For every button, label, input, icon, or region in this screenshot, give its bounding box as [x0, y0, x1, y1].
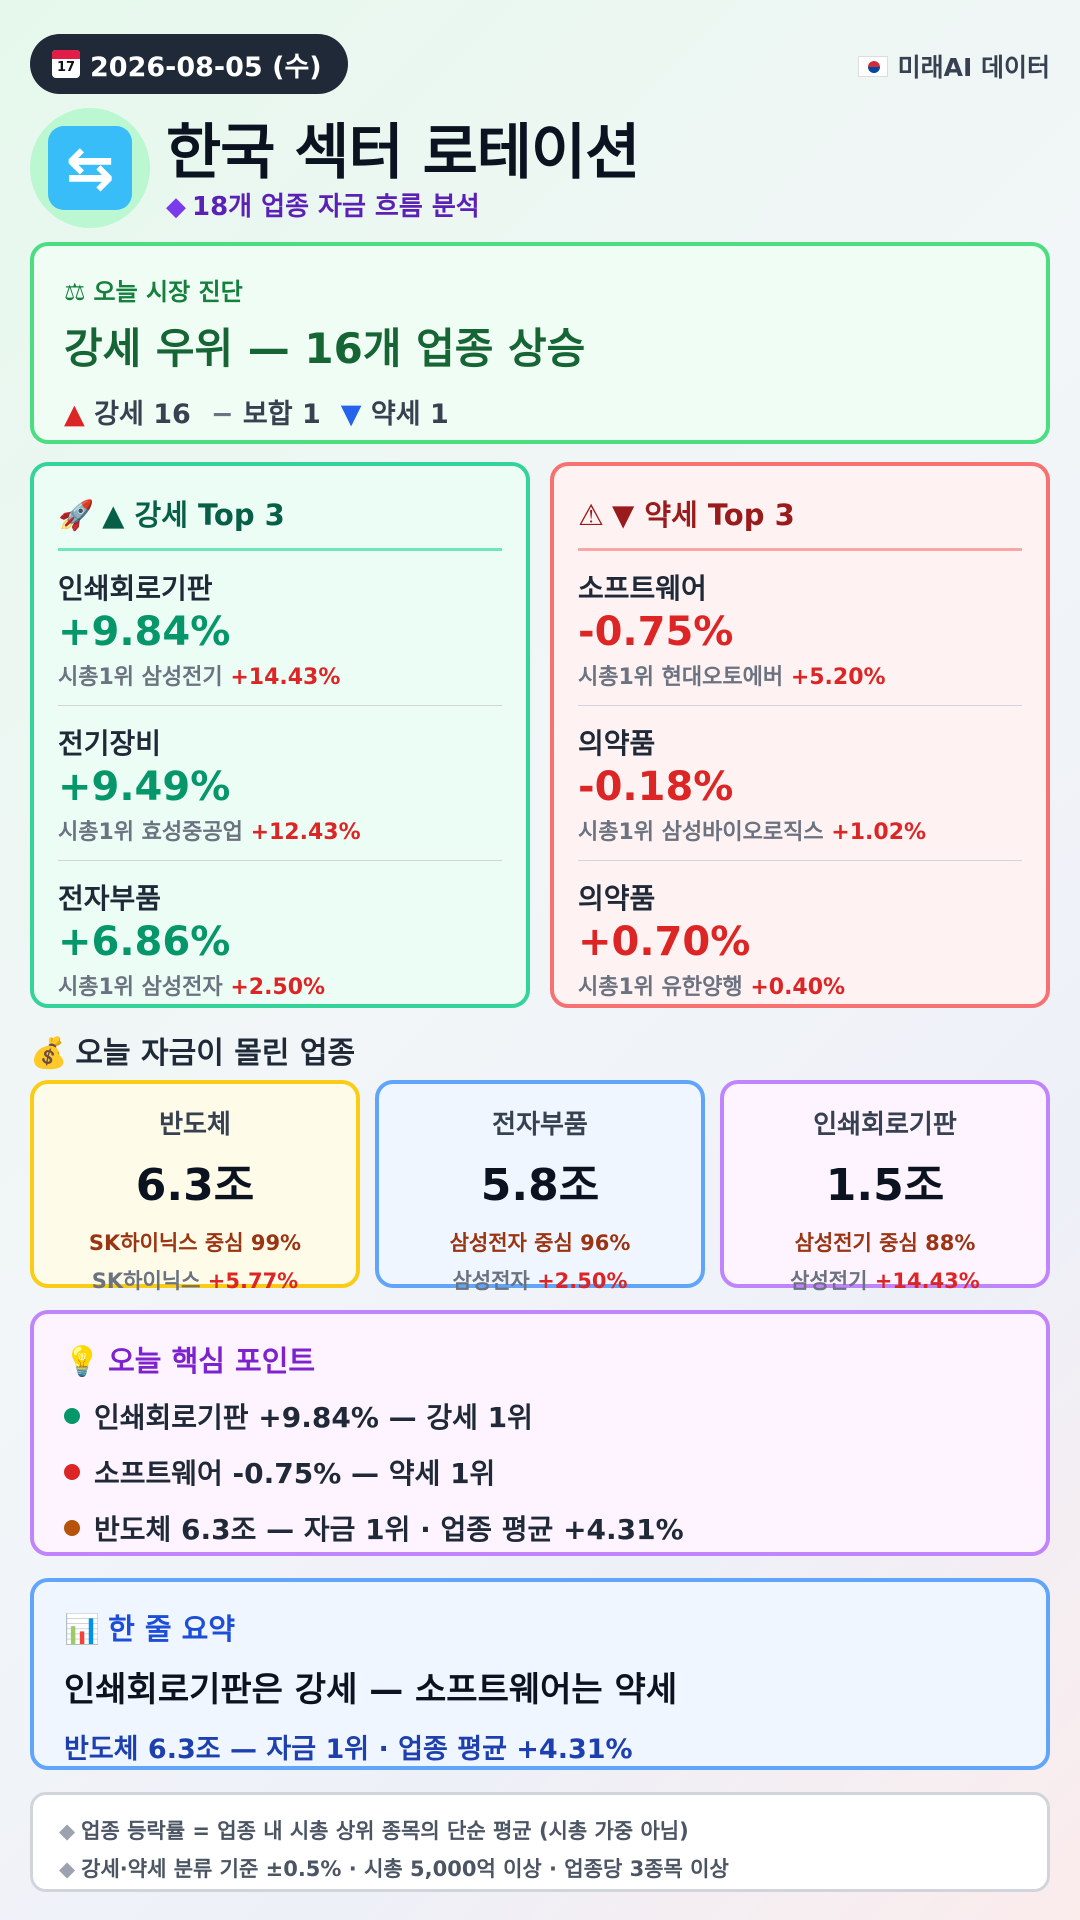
page-title: 한국 섹터 로테이션: [166, 118, 640, 188]
strong-top3-title: 🚀 ▲ 강세 Top 3: [58, 492, 502, 551]
summary-title: 📊 한 줄 요약: [64, 1612, 236, 1646]
date-text: 2026-08-05 (수): [90, 51, 322, 83]
rotate-arrows-icon: ⇆: [30, 108, 150, 228]
warning-icon: ⚠: [578, 498, 604, 532]
diagnosis-label: ⚖ 오늘 시장 진단: [64, 278, 243, 306]
fund-concentration: SK하이닉스 중심 99%: [88, 1231, 302, 1255]
fund-card-semiconductor: 반도체 6.3조 SK하이닉스 중심 99% SK하이닉스 +5.77%: [30, 1080, 360, 1293]
key-points-card: 💡 오늘 핵심 포인트 인쇄회로기판 +9.84% — 강세 1위 소프트웨어 -…: [30, 1310, 1050, 1556]
key-point-item: 반도체 6.3조 — 자금 1위 · 업종 평균 +4.31%: [64, 1508, 1016, 1548]
fund-card-electronic-parts: 전자부품 5.8조 삼성전자 중심 96% 삼성전자 +2.50%: [375, 1080, 705, 1293]
fund-concentration: 삼성전기 중심 88%: [794, 1231, 976, 1255]
footnotes: ◆ 업종 등락률 = 업종 내 시총 상위 종목의 단순 평균 (시총 가중 아님…: [30, 1792, 1050, 1892]
diamond-icon: ◆: [59, 1857, 76, 1881]
fund-sector-name: 인쇄회로기판: [813, 1110, 957, 1140]
sector-leader: 시총1위 효성중공업 +12.43%: [58, 820, 361, 845]
bullet-icon: [64, 1464, 80, 1480]
list-item: 전기장비 +9.49% 시총1위 효성중공업 +12.43%: [58, 706, 502, 861]
diamond-icon: ◆: [166, 192, 186, 222]
fund-amount: 6.3조: [135, 1160, 255, 1211]
diagnosis-counts: ▲ 강세 16 − 보합 1 ▼ 약세 1: [64, 392, 1016, 431]
diamond-icon: ◆: [59, 1819, 76, 1843]
bar-chart-icon: 📊: [64, 1612, 101, 1646]
key-point-item: 소프트웨어 -0.75% — 약세 1위: [64, 1452, 1016, 1492]
footnote-line: ◆ 업종 등락률 = 업종 내 시총 상위 종목의 단순 평균 (시총 가중 아님…: [59, 1819, 689, 1843]
summary-main: 인쇄회로기판은 강세 — 소프트웨어는 약세: [64, 1670, 678, 1710]
korea-flag-icon: [857, 55, 888, 77]
weak-count: ▼ 약세 1: [340, 399, 449, 430]
sector-leader: 시총1위 삼성전기 +14.43%: [58, 665, 341, 690]
market-diagnosis-card: ⚖ 오늘 시장 진단 강세 우위 — 16개 업종 상승 ▲ 강세 16 − 보합…: [30, 242, 1050, 444]
page-subtitle: ◆ 18개 업종 자금 흐름 분석: [166, 192, 480, 222]
scale-icon: ⚖: [64, 278, 86, 306]
sector-name: 전기장비: [58, 727, 162, 760]
fund-stock: 삼성전기 +14.43%: [790, 1269, 980, 1293]
sector-change: +9.49%: [58, 764, 231, 810]
fund-sector-name: 반도체: [159, 1110, 231, 1140]
sector-name: 소프트웨어: [578, 572, 707, 605]
weak-top3-card: ⚠ ▼ 약세 Top 3 소프트웨어 -0.75% 시총1위 현대오토에버 +5.…: [550, 462, 1050, 1008]
sector-change: -0.75%: [578, 609, 734, 655]
key-point-item: 인쇄회로기판 +9.84% — 강세 1위: [64, 1396, 1016, 1436]
fund-stock: SK하이닉스 +5.77%: [91, 1269, 299, 1293]
sector-change: +9.84%: [58, 609, 231, 655]
strong-count: ▲ 강세 16: [64, 399, 191, 430]
brand: 미래AI 데이터: [857, 48, 1050, 84]
sector-change: +6.86%: [58, 919, 231, 965]
fund-amount: 5.8조: [480, 1160, 600, 1211]
summary-card: 📊 한 줄 요약 인쇄회로기판은 강세 — 소프트웨어는 약세 반도체 6.3조 …: [30, 1578, 1050, 1770]
sector-name: 인쇄회로기판: [58, 572, 213, 605]
date-badge: 17 2026-08-05 (수): [30, 34, 348, 94]
weak-top3-title: ⚠ ▼ 약세 Top 3: [578, 492, 1022, 551]
fund-amount: 1.5조: [825, 1160, 945, 1211]
list-item: 인쇄회로기판 +9.84% 시총1위 삼성전기 +14.43%: [58, 551, 502, 706]
rocket-icon: 🚀: [58, 498, 95, 532]
fund-card-pcb: 인쇄회로기판 1.5조 삼성전기 중심 88% 삼성전기 +14.43%: [720, 1080, 1050, 1293]
key-points-title: 💡 오늘 핵심 포인트: [64, 1344, 316, 1378]
fund-stock: 삼성전자 +2.50%: [452, 1269, 628, 1293]
sector-leader: 시총1위 삼성바이오로직스 +1.02%: [578, 820, 927, 845]
sector-leader: 시총1위 유한양행 +0.40%: [578, 975, 846, 1000]
bullet-icon: [64, 1520, 80, 1536]
bullet-icon: [64, 1408, 80, 1424]
sector-name: 전자부품: [58, 882, 162, 915]
strong-top3-card: 🚀 ▲ 강세 Top 3 인쇄회로기판 +9.84% 시총1위 삼성전기 +14.…: [30, 462, 530, 1008]
sector-name: 의약품: [578, 882, 656, 915]
sector-leader: 시총1위 현대오토에버 +5.20%: [578, 665, 886, 690]
brand-text: 미래AI 데이터: [897, 53, 1050, 82]
money-bag-icon: 💰: [30, 1036, 68, 1071]
fund-sector-name: 전자부품: [492, 1110, 588, 1140]
diagnosis-headline: 강세 우위 — 16개 업종 상승: [64, 324, 586, 373]
calendar-icon: 17: [52, 50, 80, 78]
summary-sub: 반도체 6.3조 — 자금 1위 · 업종 평균 +4.31%: [64, 1734, 633, 1765]
fund-concentration: 삼성전자 중심 96%: [449, 1231, 631, 1255]
money-flow-title: 💰 오늘 자금이 몰린 업종: [30, 1036, 356, 1071]
sector-leader: 시총1위 삼성전자 +2.50%: [58, 975, 326, 1000]
list-item: 소프트웨어 -0.75% 시총1위 현대오토에버 +5.20%: [578, 551, 1022, 706]
sector-change: +0.70%: [578, 919, 751, 965]
neutral-count: − 보합 1: [210, 399, 321, 430]
sector-change: -0.18%: [578, 764, 734, 810]
list-item: 의약품 -0.18% 시총1위 삼성바이오로직스 +1.02%: [578, 706, 1022, 861]
list-item: 의약품 +0.70% 시총1위 유한양행 +0.40%: [578, 861, 1022, 1015]
sector-name: 의약품: [578, 727, 656, 760]
lightbulb-icon: 💡: [64, 1344, 101, 1378]
list-item: 전자부품 +6.86% 시총1위 삼성전자 +2.50%: [58, 861, 502, 1015]
footnote-line: ◆ 강세·약세 분류 기준 ±0.5% · 시총 5,000억 이상 · 업종당 …: [59, 1857, 729, 1881]
